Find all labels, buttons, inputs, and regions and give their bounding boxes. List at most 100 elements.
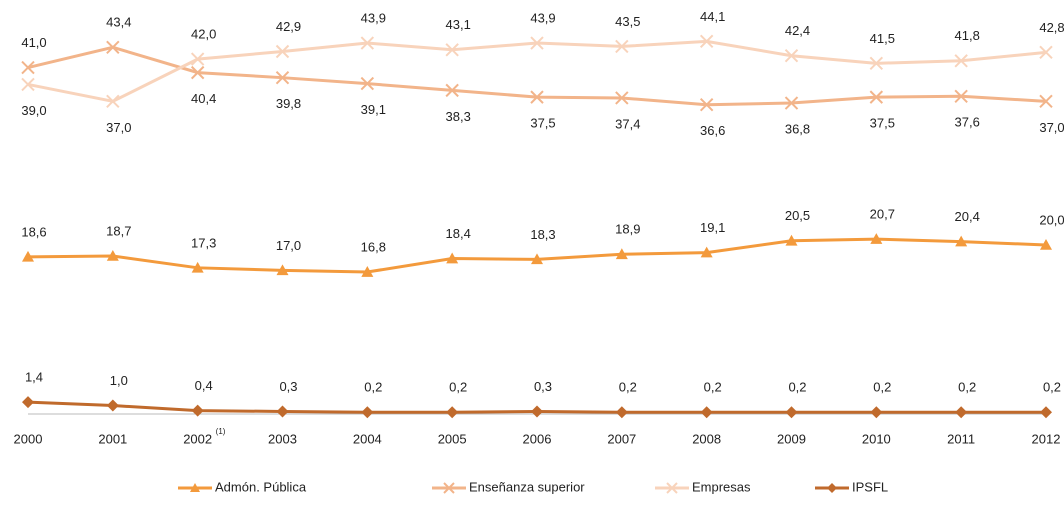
marker [700,406,713,419]
marker [106,40,120,54]
marker [615,39,629,54]
data-label: 0,2 [364,380,382,395]
marker [191,404,204,417]
legend-label: Admón. Pública [215,479,307,494]
data-label: 0,2 [958,380,976,395]
x-tick-label: 2006 [523,431,552,446]
data-label: 18,4 [446,226,471,241]
marker [615,91,629,105]
data-label: 17,0 [276,238,301,253]
marker [22,250,34,262]
data-label: 41,8 [955,28,980,43]
marker [869,56,884,71]
marker [21,60,35,75]
marker [275,70,290,85]
x-tick-label: 2010 [862,431,891,446]
data-label: 0,4 [195,378,213,393]
x-tick-label: 2003 [268,431,297,446]
data-label: 0,2 [1043,380,1061,395]
marker [615,406,628,419]
marker [785,406,798,419]
x-tick-label: 2004 [353,431,382,446]
x-tick-label: 2008 [692,431,721,446]
data-label: 18,6 [21,224,46,239]
marker [1040,406,1052,419]
marker [276,405,289,418]
data-label: 20,7 [870,207,895,222]
marker [1040,239,1052,250]
marker [700,246,713,258]
data-label: 39,1 [361,102,386,117]
data-label: 37,0 [106,120,131,135]
x-tick-label: 2012 [1032,431,1061,446]
marker [785,234,798,246]
marker [666,482,678,494]
marker [361,406,374,419]
legend-label: Enseñanza superior [469,479,585,494]
data-label: 43,4 [106,15,131,30]
marker [445,43,459,57]
marker [21,77,35,92]
marker [531,405,543,418]
data-label: 43,9 [530,10,555,25]
marker [699,98,714,112]
x-tick-label: 2001 [98,431,127,446]
series-line [27,39,1047,103]
marker [191,261,204,273]
data-label: 41,5 [870,31,895,46]
legend-label: Empresas [692,479,751,494]
x-tick-label: 2007 [607,431,636,446]
data-label: 43,5 [615,14,640,29]
x-tick-label: 2009 [777,431,806,446]
data-label: 20,0 [1039,212,1064,227]
data-label: 39,0 [21,103,46,118]
marker [190,483,200,492]
data-label: 42,8 [1039,20,1064,35]
data-label: 1,4 [25,370,43,385]
legend-label: IPSFL [852,479,888,494]
marker [870,233,883,244]
data-label: 36,6 [700,123,725,138]
data-label: 39,8 [276,96,301,111]
marker [870,406,883,419]
data-label: 0,3 [534,379,552,394]
marker [445,83,459,98]
marker [360,36,375,50]
data-label: 42,0 [191,27,216,42]
data-label: 44,1 [700,9,725,24]
marker [106,399,119,412]
marker [955,406,968,419]
marker [106,249,119,261]
marker [276,264,289,276]
marker [955,235,968,247]
marker [827,483,837,493]
x-tick-label: 2002 [183,431,212,446]
data-label: 40,4 [191,91,216,106]
marker [954,89,968,103]
data-label: 0,2 [449,380,467,395]
data-label: 20,5 [785,208,810,223]
x-tick-label: 2011 [947,431,975,446]
data-label: 41,0 [21,35,46,50]
marker [1039,45,1053,60]
data-label: 0,2 [788,380,806,395]
marker [869,90,884,104]
marker [615,248,628,260]
marker [699,34,714,49]
marker [1039,94,1053,109]
marker [22,396,34,409]
marker [784,49,799,63]
marker [954,54,968,68]
data-label: 18,3 [530,227,555,242]
marker [530,36,544,50]
marker [446,252,459,264]
data-label: 0,2 [873,380,891,395]
data-label: 43,1 [446,17,471,32]
data-label: 42,9 [276,19,301,34]
marker [190,52,205,66]
data-label: 1,0 [110,373,128,388]
marker [275,44,290,59]
data-label: 18,7 [106,223,131,238]
data-label: 37,6 [955,115,980,130]
marker [446,406,459,419]
